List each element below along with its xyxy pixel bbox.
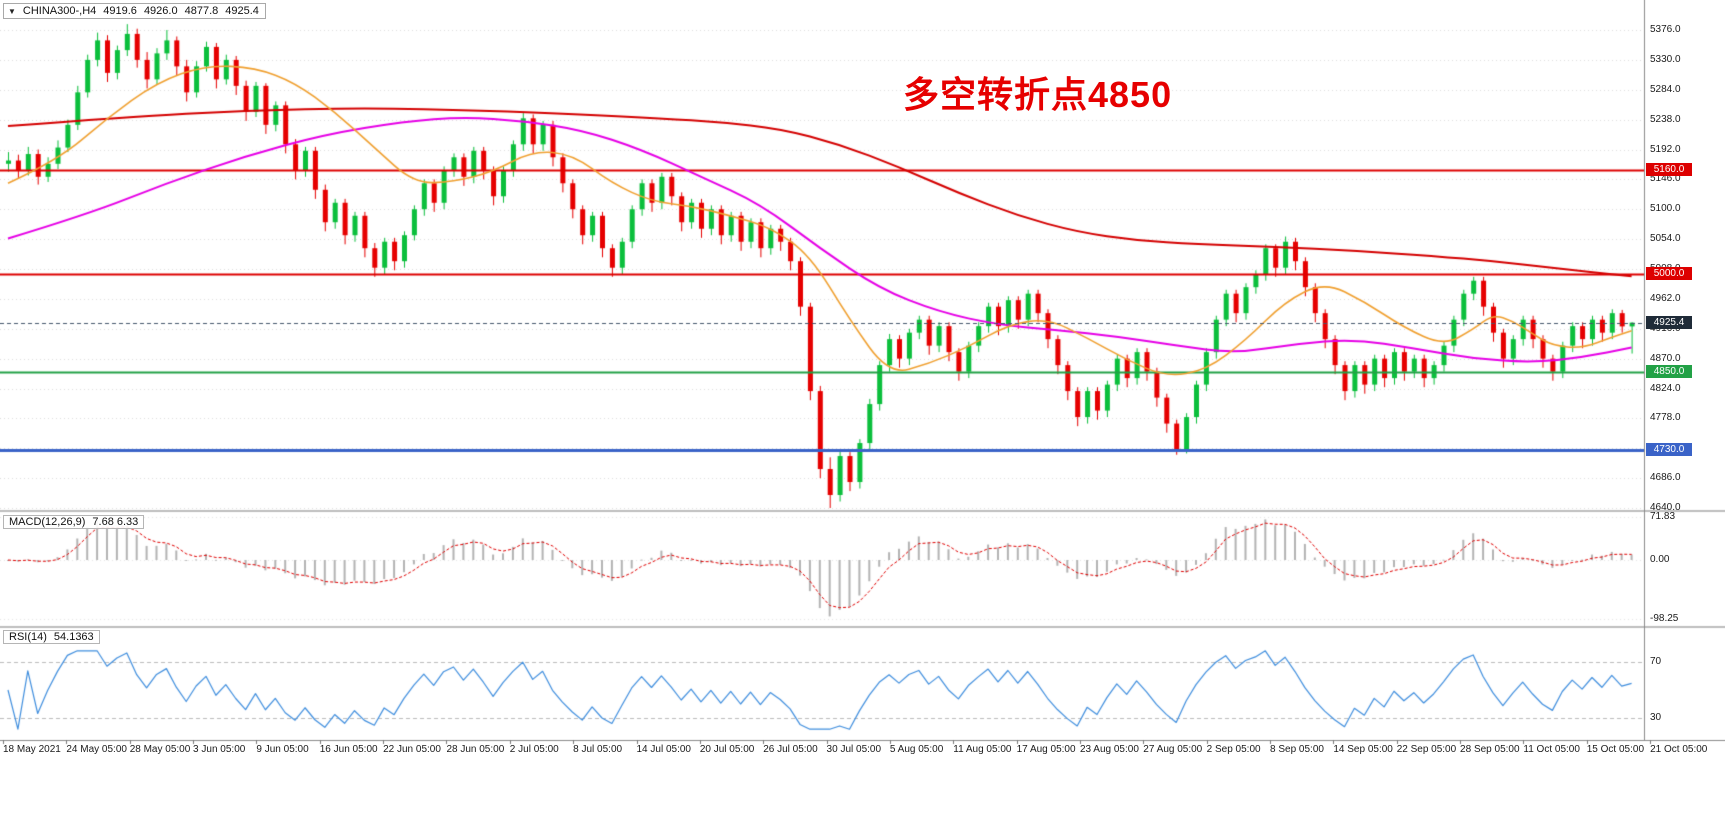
price-axis-label: 4640.0 [1650,502,1681,513]
price-axis-label: 5284.0 [1650,83,1681,95]
time-axis-label: 14 Sep 05:00 [1333,744,1393,755]
rsi-axis-label: 30 [1650,712,1662,723]
price-axis-label: 5330.0 [1650,53,1681,65]
price-axis-label: 4686.0 [1650,472,1681,484]
time-axis-label: 20 Jul 05:00 [699,744,755,755]
time-axis-label: 22 Sep 05:00 [1396,744,1457,755]
symbol-dropdown-icon[interactable]: ▼ [8,6,16,16]
time-axis-label: 3 Jun 05:00 [193,744,246,755]
annotation-text: 多空转折点4850 [903,74,1173,115]
macd-axis-label: -98.25 [1650,612,1679,624]
price-axis-label: 5376.0 [1650,24,1681,35]
ohlc-open: 4919.6 [103,5,137,17]
time-axis-label: 22 Jun 05:00 [383,744,441,755]
price-level-badge: 5160.0 [1646,163,1692,177]
price-axis-label: 5100.0 [1650,203,1681,215]
rsi-indicator-label: RSI(14) 54.1363 [3,630,100,644]
time-axis-label: 2 Jul 05:00 [509,744,559,755]
time-axis-label: 27 Aug 05:00 [1143,744,1203,755]
symbol-info-box: ▼ CHINA300-,H4 4919.6 4926.0 4877.8 4925… [3,3,266,19]
time-axis-label: 15 Oct 05:00 [1586,744,1645,755]
price-axis-label: 4962.0 [1650,292,1681,304]
time-axis-label: 16 Jun 05:00 [319,744,378,755]
price-axis-label: 5146.0 [1650,173,1681,185]
time-axis-label: 8 Sep 05:00 [1270,744,1324,755]
macd-indicator-label: MACD(12,26,9) 7.68 6.33 [3,515,145,529]
time-axis-label: 17 Aug 05:00 [1016,744,1076,755]
symbol-name: CHINA300-,H4 [22,5,97,17]
time-axis-label: 28 Sep 05:00 [1460,744,1520,755]
price-level-badge: 4730.0 [1646,442,1692,456]
time-axis-label: 5 Aug 05:00 [889,744,944,755]
time-axis-label: 30 Jul 05:00 [826,744,882,755]
rsi-name: RSI(14) [9,631,47,643]
price-level-badge: 5000.0 [1646,267,1692,281]
time-axis-label: 28 Jun 05:00 [446,744,505,755]
macd-name: MACD(12,26,9) [9,516,86,528]
rsi-value: 54.1363 [53,631,94,643]
time-axis-label: 18 May 2021 [3,744,61,755]
price-axis-label: 5054.0 [1650,233,1681,245]
ohlc-low: 4877.8 [184,5,219,17]
time-axis-label: 28 May 05:00 [129,744,191,755]
time-axis-label: 2 Sep 05:00 [1206,744,1261,755]
time-axis-label: 9 Jun 05:00 [256,744,309,755]
current-price-badge: 4925.4 [1646,315,1692,329]
ohlc-high: 4926.0 [143,5,178,17]
price-axis-label: 5238.0 [1650,113,1681,125]
time-axis-label: 11 Oct 05:00 [1523,744,1580,755]
price-level-badge: 4850.0 [1646,364,1692,378]
macd-axis-label: 0.00 [1650,554,1670,565]
price-axis-label: 4870.0 [1650,352,1681,364]
time-axis-label: 14 Jul 05:00 [636,744,692,755]
time-axis-label: 24 May 05:00 [66,744,127,755]
ohlc-close: 4925.4 [225,5,259,17]
price-axis-label: 5192.0 [1650,143,1681,155]
time-axis-label: 23 Aug 05:00 [1079,744,1139,755]
rsi-axis-label: 70 [1650,656,1662,667]
macd-values: 7.68 6.33 [92,516,139,528]
time-axis-label: 8 Jul 05:00 [573,744,623,755]
time-axis-label: 11 Aug 05:00 [953,744,1012,755]
price-axis-label: 4778.0 [1650,412,1681,424]
price-axis-label: 4824.0 [1650,382,1681,394]
macd-axis-label: 71.83 [1650,510,1676,522]
time-axis-label: 26 Jul 05:00 [763,744,818,755]
time-axis-label: 21 Oct 05:00 [1650,744,1708,755]
